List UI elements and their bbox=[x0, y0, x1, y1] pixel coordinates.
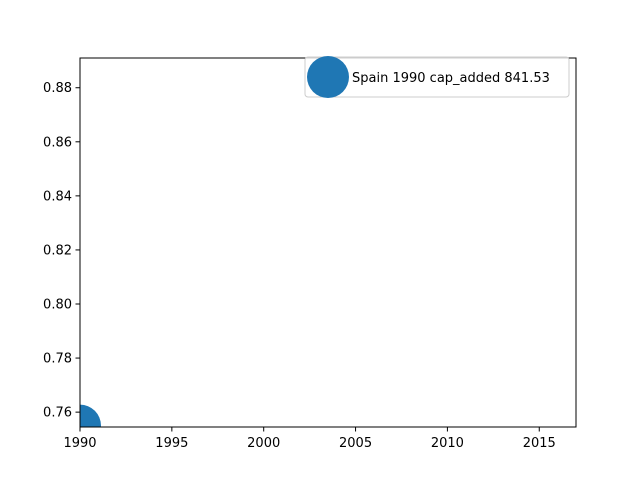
data-point bbox=[80, 404, 101, 427]
plot-area bbox=[80, 58, 576, 427]
y-tick-label: 0.82 bbox=[43, 243, 72, 258]
y-tick-label: 0.80 bbox=[43, 298, 72, 313]
axes-layer: 1990 1995 2000 2005 2010 2015 0.76 0.78 0.80 0.82… bbox=[43, 81, 556, 451]
y-tick-label: 0.86 bbox=[43, 135, 72, 150]
x-tick-label: 2015 bbox=[523, 436, 556, 451]
y-tick-label: 0.76 bbox=[43, 406, 72, 421]
y-tick-label: 0.84 bbox=[43, 189, 72, 204]
legend-label: Spain 1990 cap_added 841.53 bbox=[352, 71, 550, 86]
legend-marker bbox=[307, 56, 349, 98]
legend-box bbox=[304, 56, 570, 98]
points-layer bbox=[80, 404, 101, 427]
x-tick-label: 1990 bbox=[63, 436, 96, 451]
legend: Spain 1990 cap_added 841.53 bbox=[304, 56, 570, 98]
y-tick-label: 0.88 bbox=[43, 81, 72, 96]
x-tick-label: 2010 bbox=[431, 436, 464, 451]
x-tick-label: 1995 bbox=[155, 436, 188, 451]
x-tick-label: 2000 bbox=[247, 436, 280, 451]
x-tick-label: 2005 bbox=[339, 436, 372, 451]
y-tick-label: 0.78 bbox=[43, 352, 72, 367]
